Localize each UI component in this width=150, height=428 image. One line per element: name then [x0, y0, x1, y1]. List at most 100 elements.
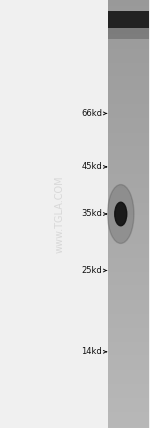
Bar [108, 189, 148, 191]
Bar [108, 144, 148, 146]
Bar [108, 402, 148, 404]
Bar [108, 85, 148, 87]
Bar [108, 191, 148, 193]
Bar [108, 65, 148, 67]
Bar [108, 365, 148, 367]
Bar [108, 192, 148, 194]
Bar [108, 358, 148, 360]
Bar [108, 265, 148, 267]
Bar [108, 9, 148, 12]
Bar [108, 188, 148, 190]
Bar [108, 54, 148, 56]
Bar [108, 169, 148, 171]
Bar [108, 294, 148, 295]
Bar [108, 259, 148, 261]
Bar [108, 41, 148, 43]
Bar [108, 155, 148, 157]
Bar [108, 395, 148, 397]
Bar [108, 406, 148, 408]
Bar [108, 352, 148, 354]
Bar [108, 343, 148, 345]
Bar [108, 209, 148, 211]
Bar [108, 401, 148, 402]
Bar [108, 238, 148, 240]
Bar [108, 232, 148, 234]
Bar [108, 118, 148, 120]
Bar [108, 201, 148, 202]
Bar [108, 206, 148, 208]
Bar [108, 141, 148, 143]
Bar [108, 27, 148, 29]
Bar [108, 312, 148, 314]
Bar [108, 129, 148, 131]
Bar [108, 262, 148, 264]
Bar [108, 236, 148, 238]
Bar [108, 208, 148, 210]
Bar [108, 18, 148, 20]
Bar [108, 368, 148, 369]
Bar [108, 288, 148, 290]
Bar [108, 34, 148, 36]
Bar [108, 11, 148, 13]
Bar [108, 195, 148, 197]
Bar [108, 218, 148, 220]
Bar [108, 221, 148, 223]
Bar [108, 299, 148, 301]
Bar [108, 115, 148, 117]
Bar [108, 302, 148, 304]
Bar [108, 371, 148, 372]
Bar [108, 37, 148, 39]
Bar [108, 300, 148, 303]
Bar [108, 114, 148, 116]
Bar [108, 375, 148, 377]
Bar [108, 229, 148, 231]
Bar [108, 412, 148, 414]
Bar [108, 165, 148, 167]
Bar [108, 125, 148, 127]
Bar [108, 5, 148, 7]
Bar [108, 77, 148, 78]
Bar [108, 255, 148, 257]
Bar [108, 128, 148, 130]
Bar [108, 42, 148, 44]
Bar [108, 105, 148, 107]
Bar [108, 219, 148, 221]
Bar [108, 86, 148, 89]
Bar [108, 351, 148, 352]
Bar [108, 82, 148, 84]
Bar [108, 158, 148, 160]
Bar [108, 356, 148, 358]
Bar [108, 292, 148, 294]
Bar [108, 215, 148, 217]
Bar [108, 282, 148, 284]
Bar [108, 316, 148, 318]
Bar [108, 247, 148, 248]
Bar [108, 223, 148, 226]
Bar [108, 138, 148, 140]
Ellipse shape [108, 184, 134, 244]
Bar [108, 181, 148, 183]
Bar [108, 346, 148, 348]
Bar [108, 231, 148, 232]
Bar [108, 251, 148, 253]
Bar [108, 71, 148, 73]
Bar [108, 396, 148, 398]
Bar [108, 205, 148, 207]
Bar [108, 318, 148, 320]
Bar [108, 132, 148, 134]
Bar [108, 121, 148, 123]
Bar [108, 309, 148, 311]
Bar [108, 182, 148, 184]
Bar [108, 78, 148, 80]
Bar [108, 22, 148, 24]
Bar [108, 244, 148, 245]
Bar [108, 359, 148, 361]
Bar [108, 145, 148, 147]
Bar [108, 403, 148, 405]
Bar [108, 366, 148, 368]
Bar [108, 355, 148, 357]
Bar [108, 39, 148, 42]
Text: www.TGLA.COM: www.TGLA.COM [55, 175, 65, 253]
Bar [108, 198, 148, 200]
Bar [108, 328, 148, 330]
